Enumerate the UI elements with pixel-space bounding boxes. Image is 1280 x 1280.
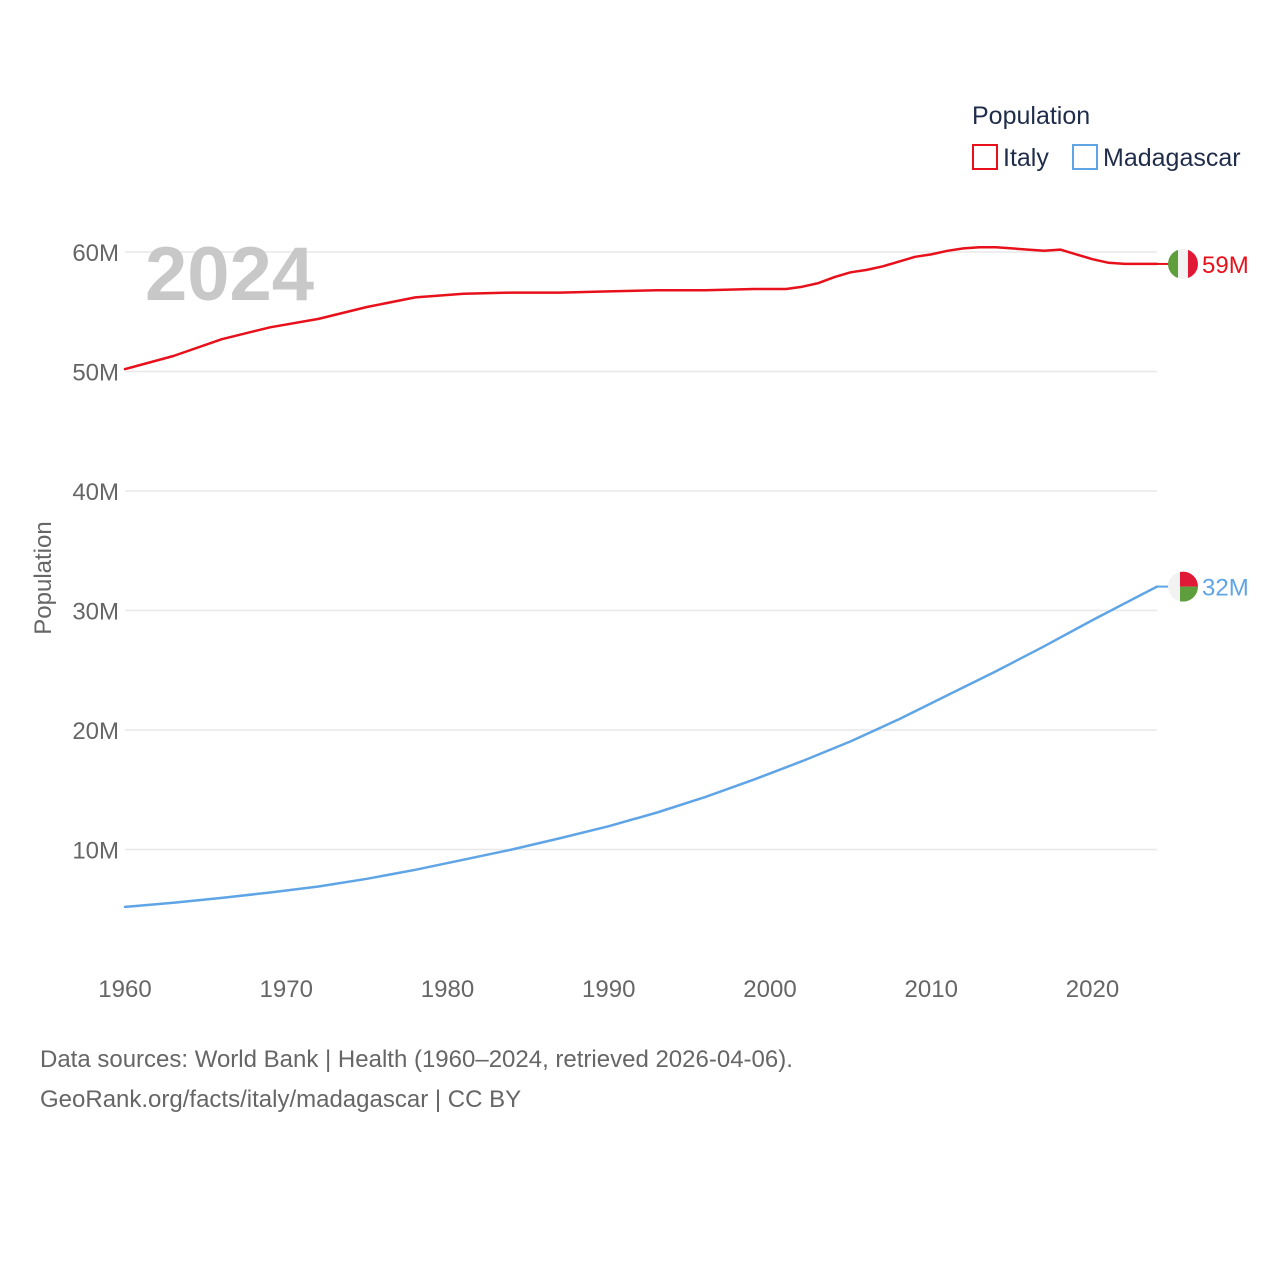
y-axis-title: Population	[30, 521, 57, 634]
footer: Data sources: World Bank | Health (1960–…	[40, 1040, 793, 1120]
end-label-madagascar: 32M	[1202, 575, 1249, 602]
y-tick-label: 30M	[72, 599, 119, 626]
flag-madagascar-icon	[1168, 571, 1198, 602]
series-line-italy	[123, 245, 1159, 371]
end-labels: 59M 32M	[1157, 248, 1249, 602]
legend: Population Italy Madagascar	[972, 102, 1241, 172]
x-tick-label: 2020	[1066, 976, 1119, 1003]
end-label-italy: 59M	[1202, 252, 1249, 279]
attribution-link[interactable]: GeoRank.org/facts/italy/madagascar | CC …	[40, 1086, 522, 1113]
flag-stripe	[1180, 571, 1198, 587]
data-source-note: Data sources: World Bank | Health (1960–…	[40, 1046, 793, 1073]
flag-stripe	[1180, 586, 1198, 602]
y-tick-label: 40M	[72, 479, 119, 506]
x-tick-label: 2000	[743, 976, 796, 1003]
x-axis-ticks: 1960 1970 1980 1990 2000 2010 2020	[98, 976, 1119, 1003]
legend-swatch-italy[interactable]	[972, 144, 998, 170]
flag-stripe	[1168, 571, 1180, 602]
x-tick-label: 2010	[905, 976, 958, 1003]
legend-title: Population	[972, 102, 1090, 130]
x-tick-label: 1960	[98, 976, 151, 1003]
flag-stripe	[1168, 248, 1178, 279]
legend-label-italy[interactable]: Italy	[1003, 144, 1049, 172]
legend-swatch-madagascar[interactable]	[1072, 144, 1098, 170]
x-tick-label: 1970	[260, 976, 313, 1003]
x-tick-label: 1980	[421, 976, 474, 1003]
series-line-madagascar	[123, 585, 1159, 909]
x-tick-label: 1990	[582, 976, 635, 1003]
y-tick-label: 10M	[72, 838, 119, 865]
flag-italy-icon	[1168, 248, 1198, 279]
y-tick-label: 50M	[72, 360, 119, 387]
y-tick-label: 20M	[72, 718, 119, 745]
gridlines	[125, 251, 1157, 851]
series-lines	[123, 245, 1159, 909]
y-tick-label: 60M	[72, 240, 119, 267]
legend-label-madagascar[interactable]: Madagascar	[1103, 144, 1241, 172]
y-axis-ticks: 10M 20M 30M 40M 50M 60M	[72, 240, 119, 865]
flag-stripe	[1188, 248, 1198, 279]
year-label: 2024	[145, 232, 314, 317]
flag-stripe	[1178, 248, 1188, 279]
